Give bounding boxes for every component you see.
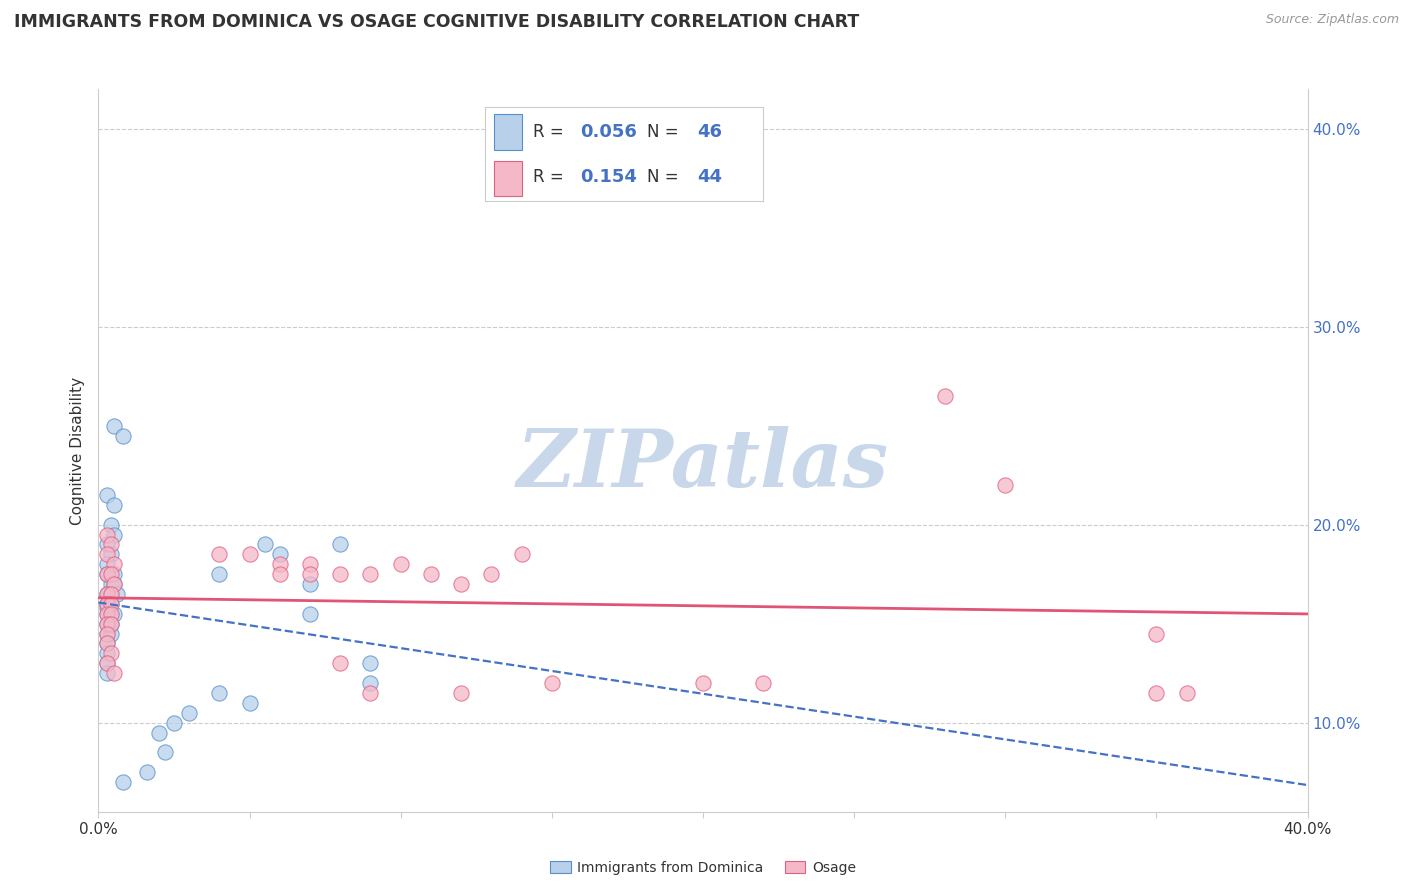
- Point: [96, 567, 118, 582]
- Point: [208, 548, 231, 562]
- Point: [103, 558, 125, 572]
- Point: [96, 636, 118, 650]
- Point: [100, 548, 122, 562]
- Point: [96, 616, 118, 631]
- Point: [103, 418, 125, 433]
- Point: [100, 626, 122, 640]
- Point: [96, 597, 118, 611]
- Point: [96, 607, 118, 621]
- Point: [100, 646, 122, 660]
- Point: [96, 548, 118, 562]
- Point: [360, 657, 382, 671]
- Point: [269, 548, 291, 562]
- Point: [103, 577, 125, 591]
- Point: [111, 775, 134, 789]
- Point: [239, 696, 262, 710]
- Point: [96, 597, 118, 611]
- Point: [96, 587, 118, 601]
- Point: [96, 626, 118, 640]
- Point: [389, 558, 412, 572]
- Point: [994, 478, 1017, 492]
- Point: [96, 646, 118, 660]
- Point: [299, 607, 322, 621]
- Point: [96, 616, 118, 631]
- Point: [100, 616, 122, 631]
- Point: [96, 600, 118, 615]
- Point: [179, 706, 201, 720]
- Point: [100, 537, 122, 551]
- Y-axis label: Cognitive Disability: Cognitive Disability: [70, 376, 86, 524]
- Point: [96, 537, 118, 551]
- Text: IMMIGRANTS FROM DOMINICA VS OSAGE COGNITIVE DISABILITY CORRELATION CHART: IMMIGRANTS FROM DOMINICA VS OSAGE COGNIT…: [14, 13, 859, 31]
- Point: [360, 567, 382, 582]
- Point: [100, 616, 122, 631]
- Point: [208, 686, 231, 700]
- Point: [100, 517, 122, 532]
- Point: [1144, 686, 1167, 700]
- Point: [1144, 626, 1167, 640]
- Point: [100, 607, 122, 621]
- Point: [96, 626, 118, 640]
- Point: [420, 567, 443, 582]
- Point: [96, 527, 118, 541]
- Point: [100, 577, 122, 591]
- Point: [269, 558, 291, 572]
- Point: [103, 498, 125, 512]
- Point: [96, 636, 118, 650]
- Point: [540, 676, 562, 690]
- Point: [752, 676, 775, 690]
- Point: [103, 527, 125, 541]
- Point: [253, 537, 276, 551]
- Point: [450, 686, 472, 700]
- Point: [208, 567, 231, 582]
- Point: [299, 558, 322, 572]
- Point: [103, 577, 125, 591]
- Point: [105, 587, 128, 601]
- Point: [103, 567, 125, 582]
- Point: [100, 587, 122, 601]
- Point: [692, 676, 714, 690]
- Point: [96, 587, 118, 601]
- Point: [96, 657, 118, 671]
- Point: [96, 607, 118, 621]
- Legend: Immigrants from Dominica, Osage: Immigrants from Dominica, Osage: [544, 855, 862, 880]
- Text: ZIPatlas: ZIPatlas: [517, 426, 889, 504]
- Point: [100, 607, 122, 621]
- Point: [450, 577, 472, 591]
- Point: [481, 567, 503, 582]
- Point: [329, 657, 352, 671]
- Point: [135, 765, 157, 780]
- Point: [100, 597, 122, 611]
- Point: [103, 607, 125, 621]
- Point: [239, 548, 262, 562]
- Point: [360, 686, 382, 700]
- Point: [269, 567, 291, 582]
- Point: [100, 567, 122, 582]
- Point: [153, 745, 176, 759]
- Point: [100, 587, 122, 601]
- Point: [299, 567, 322, 582]
- Point: [934, 389, 956, 403]
- Point: [148, 725, 170, 739]
- Text: Source: ZipAtlas.com: Source: ZipAtlas.com: [1265, 13, 1399, 27]
- Point: [1175, 686, 1198, 700]
- Point: [96, 488, 118, 502]
- Point: [96, 558, 118, 572]
- Point: [96, 657, 118, 671]
- Point: [100, 597, 122, 611]
- Point: [329, 537, 352, 551]
- Point: [103, 666, 125, 681]
- Point: [96, 666, 118, 681]
- Point: [96, 567, 118, 582]
- Point: [329, 567, 352, 582]
- Point: [510, 548, 533, 562]
- Point: [163, 715, 186, 730]
- Point: [360, 676, 382, 690]
- Point: [111, 428, 134, 442]
- Point: [299, 577, 322, 591]
